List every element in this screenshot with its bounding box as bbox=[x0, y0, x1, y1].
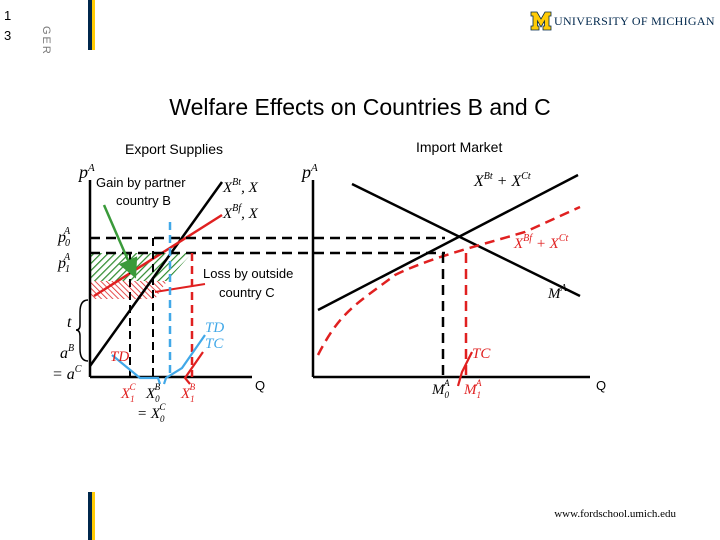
right-panel-title: Import Market bbox=[416, 139, 502, 155]
slide-number-line-1: 1 bbox=[4, 8, 12, 23]
tc-bracket-right bbox=[456, 351, 473, 387]
td-bracket-right bbox=[162, 334, 206, 385]
p0-label: p0A bbox=[57, 226, 71, 249]
aC-label: = aC bbox=[52, 364, 82, 383]
footer-bar-navy bbox=[88, 492, 92, 540]
slide-number: 1 3 bbox=[4, 6, 11, 46]
footer-bar-maize bbox=[92, 492, 95, 540]
slide-number-line-2: 3 bbox=[4, 28, 12, 43]
td-tc-top-label: TD bbox=[205, 320, 224, 336]
header-bar-maize bbox=[92, 0, 95, 50]
left-x-axis-label: Q bbox=[255, 378, 265, 393]
university-name: UNIVERSITY OF MICHIGAN bbox=[554, 13, 715, 28]
x1b-label: X1B bbox=[180, 382, 196, 404]
aB-label: aB bbox=[60, 343, 74, 362]
demand-line bbox=[351, 182, 581, 298]
right-y-axis-label: pA bbox=[300, 162, 318, 182]
td-tc-bottom-label: TC bbox=[205, 336, 224, 352]
x0c-label: = X0C bbox=[137, 402, 167, 424]
curve-bf-label: XBf, X bbox=[222, 203, 259, 222]
m1-label: M1A bbox=[463, 378, 482, 400]
supply-curve-bt bbox=[88, 181, 224, 367]
tc-label: TC bbox=[472, 346, 491, 362]
td-label: TD bbox=[110, 349, 129, 365]
university-logo: UNIVERSITY OF MICHIGAN bbox=[530, 10, 715, 32]
header-bar-navy bbox=[88, 0, 92, 50]
supply-f-label: XBf + XCt bbox=[513, 233, 569, 252]
td-bracket-left bbox=[111, 354, 162, 385]
curve-bt-label: XBt, X bbox=[222, 177, 259, 196]
gain-pointer bbox=[102, 204, 138, 279]
slide-title: Welfare Effects on Countries B and C bbox=[169, 94, 551, 120]
footer-url: www.fordschool.umich.edu bbox=[554, 508, 676, 520]
right-x-axis-label: Q bbox=[596, 378, 606, 393]
supply-line-t bbox=[317, 173, 579, 312]
p1-label: p1A bbox=[57, 252, 71, 275]
t-label: t bbox=[67, 314, 72, 331]
loss-pointer bbox=[154, 283, 206, 293]
demand-label: MA bbox=[547, 283, 568, 302]
gain-label-line-2: country B bbox=[116, 193, 171, 208]
left-y-axis-label: pA bbox=[77, 162, 95, 182]
tc-bracket-left bbox=[183, 351, 204, 385]
block-m-icon bbox=[530, 11, 552, 31]
x1c-label: X1C bbox=[120, 382, 137, 404]
t-brace bbox=[75, 299, 89, 362]
supply-line-f bbox=[316, 205, 581, 356]
supply-t-label: XBt + XCt bbox=[473, 171, 531, 190]
loss-label-line-2: country C bbox=[219, 285, 275, 300]
left-panel-title: Export Supplies bbox=[125, 141, 223, 157]
supply-curve-bf bbox=[93, 213, 223, 298]
m0-label: M0A bbox=[431, 378, 450, 400]
gain-label-line-1: Gain by partner bbox=[96, 175, 186, 190]
loss-label-line-1: Loss by outside bbox=[203, 266, 293, 281]
x0b-label: X0B bbox=[145, 382, 161, 404]
